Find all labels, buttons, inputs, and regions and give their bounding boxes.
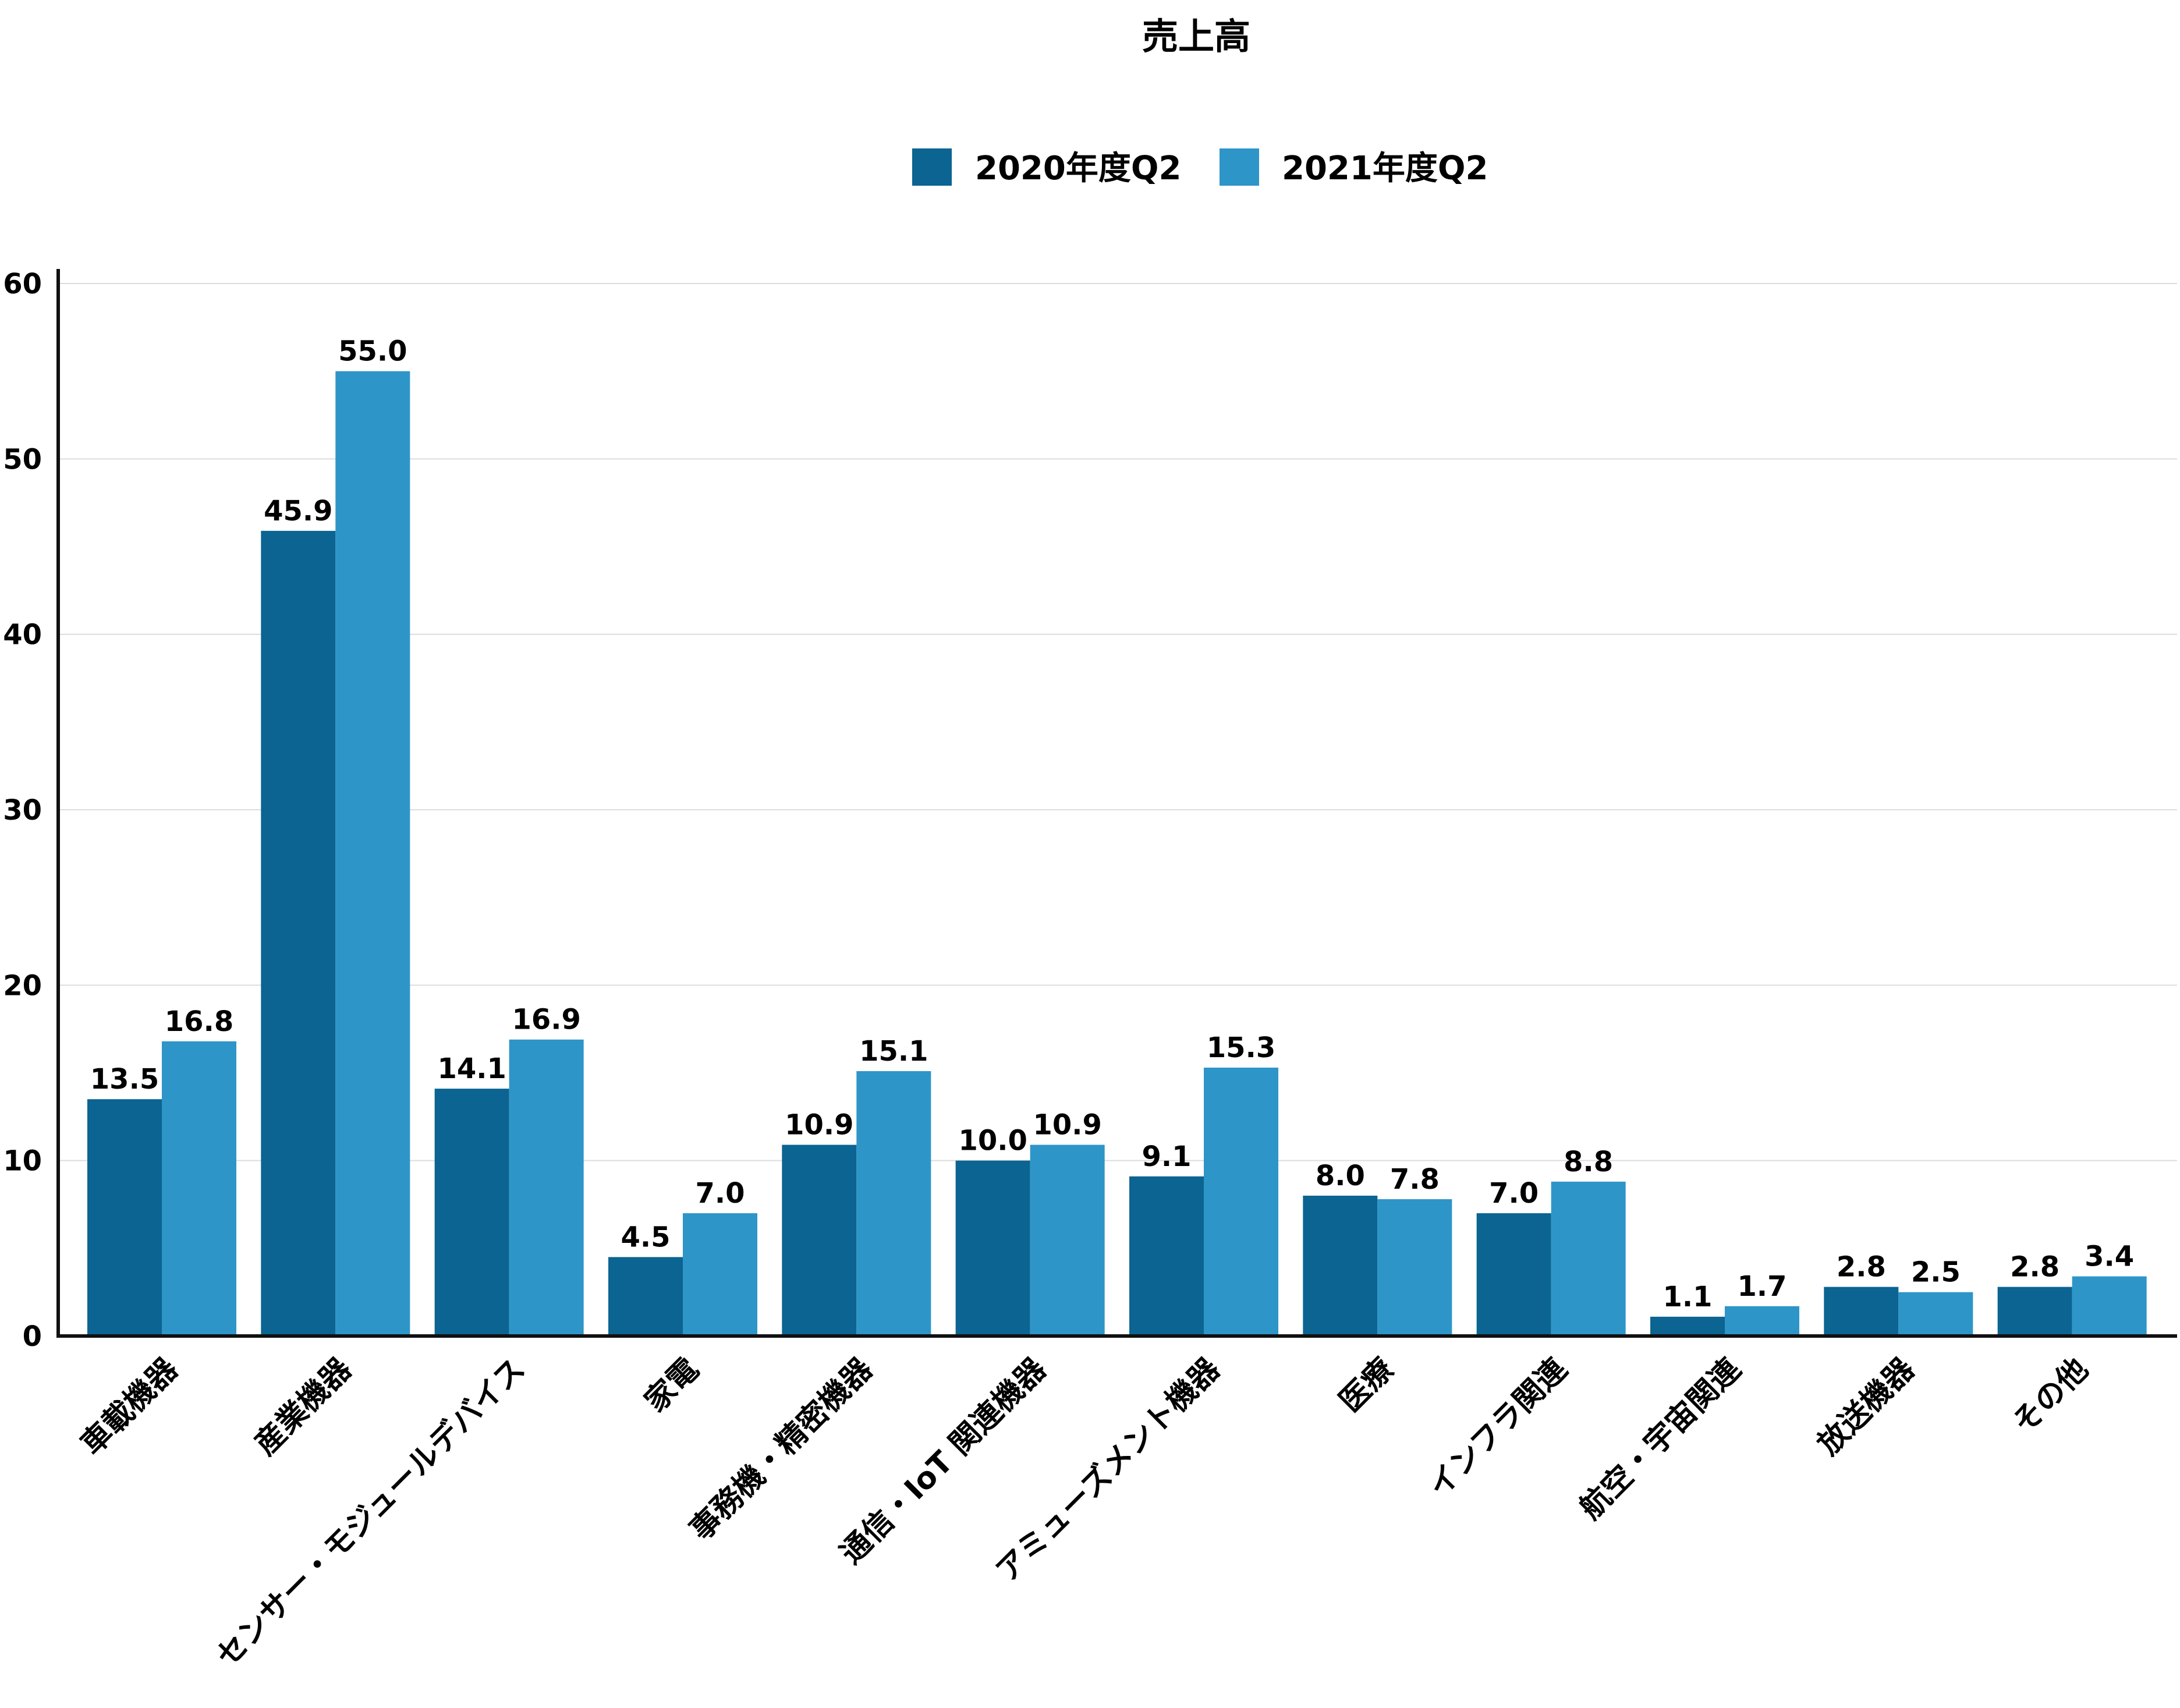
data-label: 1.7	[1737, 1270, 1786, 1303]
chart-title: 売上高	[1142, 15, 1250, 58]
x-tick-label: 放送機器	[1811, 1351, 1922, 1462]
legend-swatch-2021q2	[1220, 148, 1259, 186]
bar-2020q2	[1129, 1176, 1204, 1336]
data-label: 9.1	[1142, 1140, 1191, 1173]
data-label: 7.0	[1489, 1177, 1539, 1210]
bar-2020q2	[1997, 1287, 2072, 1336]
data-label: 8.8	[1564, 1146, 1613, 1178]
bar-2020q2	[87, 1099, 162, 1336]
y-tick-label: 10	[3, 1145, 42, 1178]
data-label: 14.1	[437, 1053, 506, 1085]
data-label: 16.9	[512, 1004, 580, 1036]
x-tick-label: 産業機器	[248, 1351, 359, 1462]
legend-label-2020q2: 2020年度Q2	[975, 150, 1181, 187]
data-label: 16.8	[165, 1005, 233, 1038]
bar-2020q2	[1650, 1316, 1725, 1336]
data-label: 7.8	[1390, 1163, 1440, 1196]
y-tick-label: 30	[3, 794, 42, 827]
legend: 2020年度Q2 2021年度Q2	[912, 148, 1488, 187]
data-label: 15.3	[1207, 1032, 1275, 1064]
data-label: 2.8	[1837, 1251, 1886, 1284]
axes	[56, 269, 2177, 1338]
data-label: 1.1	[1663, 1281, 1712, 1313]
y-tick-label: 0	[23, 1320, 42, 1353]
bar-2020q2	[782, 1144, 857, 1336]
x-tick-label: その他	[2006, 1352, 2095, 1441]
bar-2020q2	[1303, 1195, 1378, 1336]
y-tick-label: 20	[3, 969, 42, 1002]
data-label: 15.1	[859, 1035, 928, 1068]
bars	[87, 371, 2147, 1336]
data-label: 10.9	[1033, 1109, 1101, 1142]
y-tick-label: 40	[3, 619, 42, 651]
bar-2021q2	[335, 371, 410, 1336]
legend-swatch-2020q2	[912, 148, 952, 186]
data-label: 3.4	[2085, 1241, 2134, 1273]
bar-2021q2	[856, 1071, 931, 1336]
y-tick-label: 60	[3, 268, 42, 300]
data-label: 2.5	[1911, 1256, 1961, 1289]
bar-2021q2	[1725, 1306, 1799, 1336]
x-tick-label: センサー・モジュールデバイス	[210, 1352, 532, 1674]
bar-2020q2	[261, 530, 336, 1336]
data-label: 13.5	[90, 1063, 159, 1096]
bar-2020q2	[1824, 1287, 1899, 1336]
x-tick-label: 家電	[638, 1352, 706, 1419]
x-tick-label: 医療	[1333, 1352, 1401, 1419]
bar-2021q2	[1030, 1144, 1105, 1336]
bar-2021q2	[1551, 1181, 1626, 1336]
bar-2021q2	[509, 1039, 584, 1336]
x-tick-label: インフラ関連	[1422, 1351, 1575, 1504]
data-label: 10.0	[958, 1125, 1027, 1157]
bar-2021q2	[1898, 1292, 1973, 1336]
bar-2020q2	[1476, 1213, 1551, 1336]
value-labels: 13.516.8 45.9 55.0 14.116.9 4.5 7.0 10.9 15.1 10…	[90, 335, 2134, 1313]
x-tick-label: 航空・宇宙関連	[1573, 1351, 1748, 1526]
bar-2021q2	[2072, 1276, 2147, 1336]
bar-2021q2	[162, 1041, 236, 1336]
data-label: 55.0	[338, 335, 407, 368]
data-label: 2.8	[2010, 1251, 2060, 1284]
bar-2020q2	[608, 1257, 683, 1336]
legend-label-2021q2: 2021年度Q2	[1282, 150, 1488, 187]
bar-2021q2	[683, 1213, 757, 1336]
x-tick-label: 車載機器	[75, 1351, 185, 1462]
data-label: 4.5	[621, 1221, 670, 1253]
x-tick-label: 事務機・精密機器	[683, 1351, 880, 1547]
data-label: 45.9	[264, 495, 332, 527]
gridlines	[58, 283, 2177, 1161]
bar-2020q2	[434, 1089, 509, 1336]
bar-2021q2	[1204, 1067, 1278, 1336]
bar-2020q2	[955, 1160, 1030, 1336]
data-label: 7.0	[695, 1177, 745, 1210]
y-axis-ticks: 0 10 20 30 40 50 60	[3, 268, 42, 1353]
data-label: 10.9	[785, 1109, 853, 1142]
bar-2021q2	[1377, 1199, 1452, 1336]
y-tick-label: 50	[3, 443, 42, 476]
data-label: 8.0	[1316, 1160, 1365, 1192]
